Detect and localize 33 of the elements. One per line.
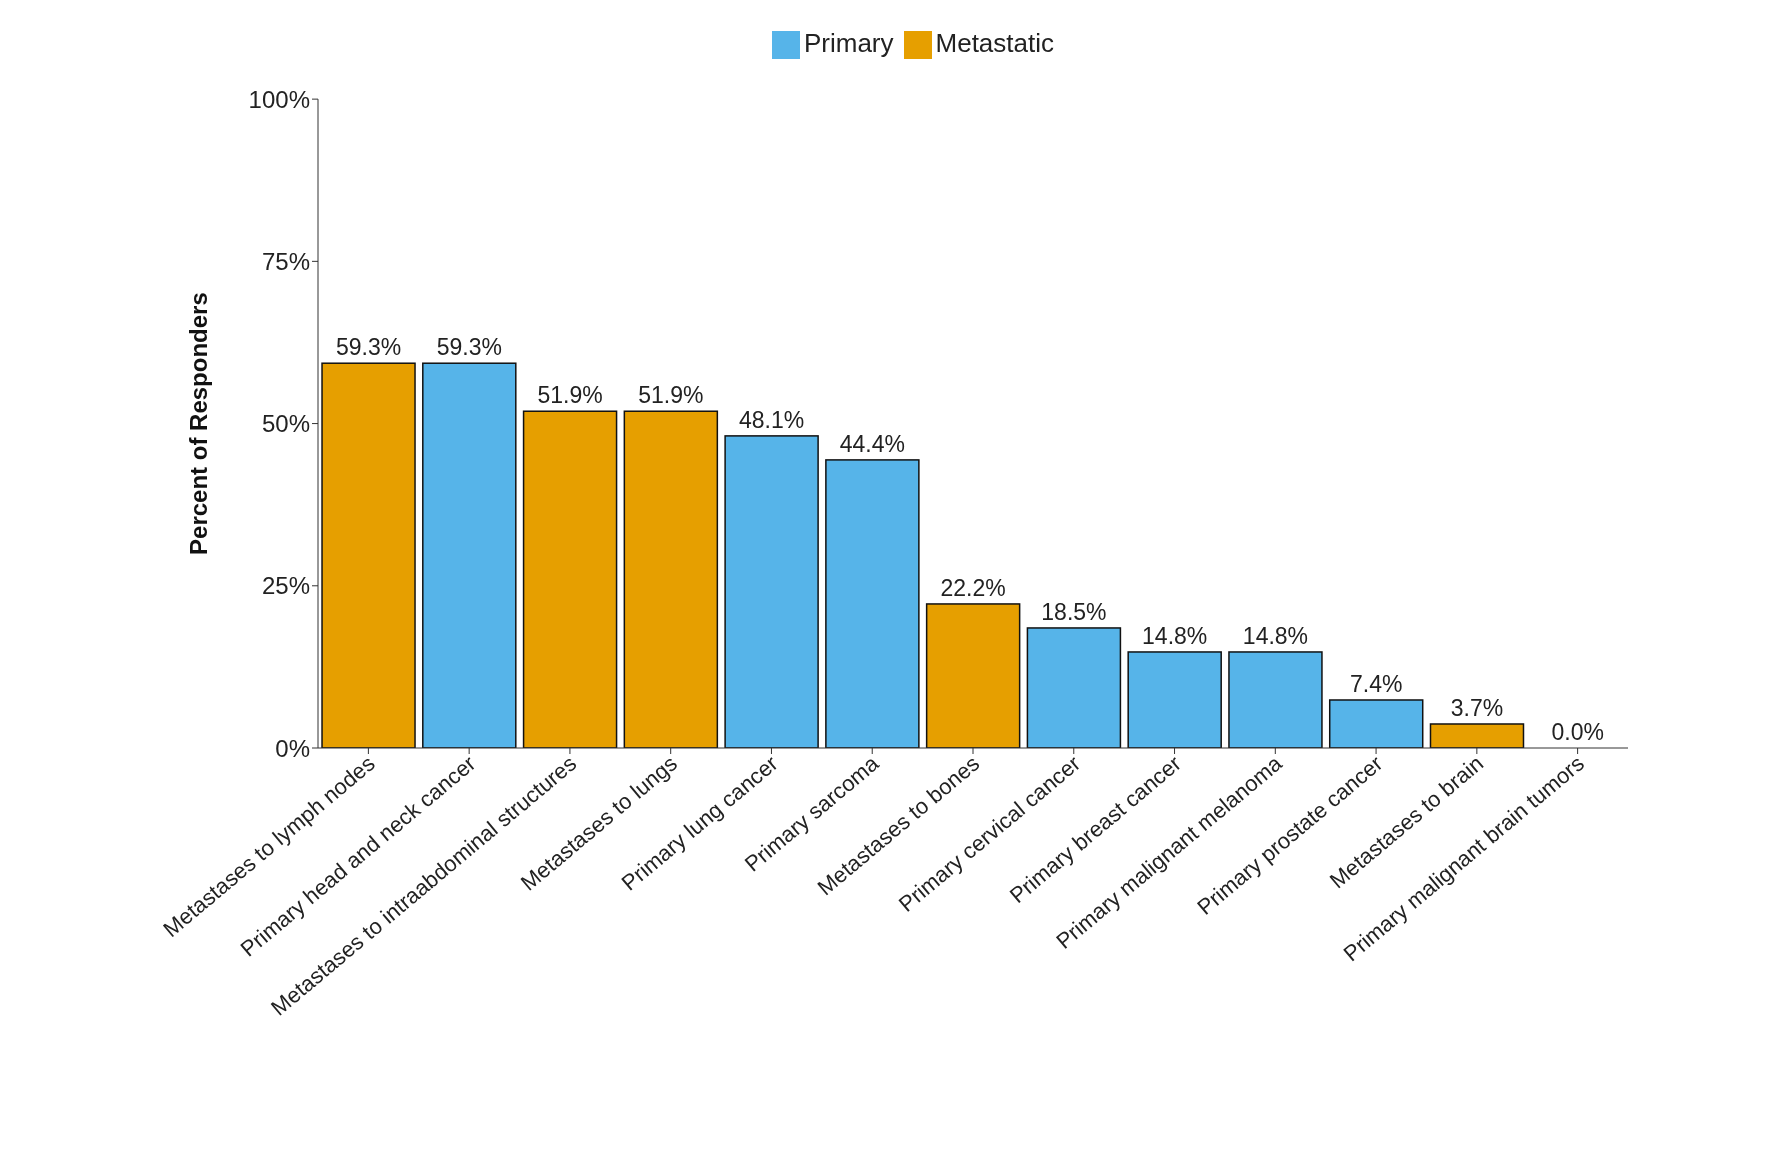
data-label: 14.8% xyxy=(1142,622,1208,649)
bar xyxy=(321,362,416,748)
y-tick-label: 100% xyxy=(248,85,310,113)
bar xyxy=(1127,651,1222,748)
y-tick-label: 50% xyxy=(261,410,310,438)
data-label: 18.5% xyxy=(1041,598,1107,625)
data-label: 59.3% xyxy=(335,334,402,361)
data-label: 14.8% xyxy=(1242,622,1309,649)
bar xyxy=(623,410,719,748)
y-tick-label: 25% xyxy=(261,572,310,600)
data-label: 51.9% xyxy=(537,382,603,409)
y-axis-title: Percent of Responders xyxy=(184,292,212,555)
data-label: 51.9% xyxy=(638,382,704,409)
legend-label: Primary xyxy=(803,28,894,58)
data-label: 59.3% xyxy=(436,334,502,361)
data-label: 7.4% xyxy=(1350,670,1403,697)
bar xyxy=(1429,723,1525,748)
data-label: 22.2% xyxy=(940,574,1006,601)
data-label: 3.7% xyxy=(1450,694,1504,721)
bar xyxy=(422,362,517,748)
y-tick-label: 0% xyxy=(275,734,310,762)
bar xyxy=(825,459,920,748)
bar xyxy=(1228,651,1323,748)
bar xyxy=(1328,699,1424,748)
bar xyxy=(522,410,618,748)
bar xyxy=(724,435,819,748)
data-label: 48.1% xyxy=(739,406,805,433)
data-label: 0.0% xyxy=(1551,719,1604,745)
legend-label: Metastatic xyxy=(935,28,1055,58)
data-label: 44.4% xyxy=(839,430,905,457)
y-tick-label: 75% xyxy=(261,247,310,275)
bar xyxy=(925,603,1021,748)
bar xyxy=(1026,627,1122,748)
